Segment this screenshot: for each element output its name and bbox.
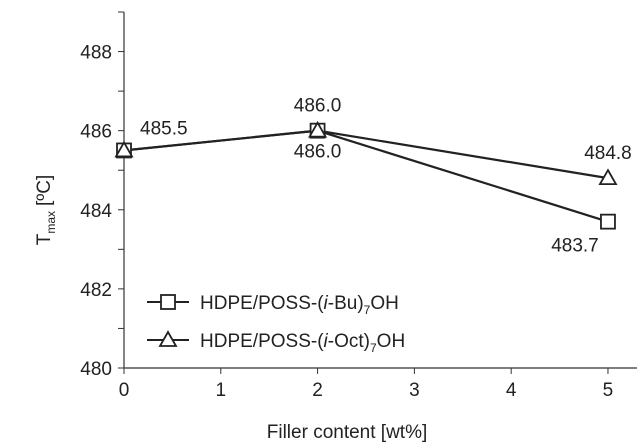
x-tick-label: 5: [603, 380, 614, 401]
data-label: 484.8: [584, 143, 632, 164]
data-label: 483.7: [551, 236, 599, 257]
x-tick-label: 2: [312, 380, 323, 401]
legend-item-ibu: HDPE/POSS-(i-Bu)7OH: [147, 293, 399, 317]
y-tick-label: 486: [80, 122, 112, 143]
x-axis-title: Filler content [wt%]: [267, 422, 428, 443]
series-layer: [114, 120, 618, 230]
y-tick-label: 484: [80, 201, 112, 222]
y-tick-label: 488: [80, 43, 112, 64]
point-triangle: [114, 140, 134, 158]
y-axis-title: Tmax [ºC]: [34, 175, 58, 246]
legend: HDPE/POSS-(i-Bu)7OH HDPE/POSS-(i-Oct)7OH: [147, 293, 405, 355]
y-tick-label: 482: [80, 280, 112, 301]
point-square: [600, 213, 616, 230]
data-label: 486.0: [294, 96, 342, 117]
legend-label-ibu: HDPE/POSS-(i-Bu)7OH: [200, 293, 399, 317]
legend-item-ioct: HDPE/POSS-(i-Oct)7OH: [147, 330, 405, 355]
legend-marker-triangle: [158, 330, 178, 347]
data-labels: 486.0 483.7 485.5 486.0 484.8: [140, 96, 632, 257]
y-axis-title-unit: [ºC]: [34, 175, 55, 206]
axes: 480 482 484 486 488 0 1 2 3 4 5: [80, 11, 637, 401]
point-triangle: [598, 168, 618, 186]
y-tick-label: 480: [80, 359, 112, 380]
legend-marker-square: [160, 294, 176, 310]
x-tick-label: 3: [409, 380, 420, 401]
x-tick-label: 4: [506, 380, 517, 401]
point-triangle: [308, 120, 328, 138]
data-label: 486.0: [294, 142, 342, 163]
y-axis-title-main: T: [34, 233, 55, 245]
series-line-0: [123, 129, 609, 223]
legend-label-ioct: HDPE/POSS-(i-Oct)7OH: [200, 331, 405, 355]
data-label: 485.5: [140, 118, 188, 139]
x-tick-label: 0: [119, 380, 130, 401]
y-axis-title-subscript: max: [44, 211, 58, 234]
x-tick-label: 1: [216, 380, 227, 401]
series-line-1: [123, 129, 609, 180]
